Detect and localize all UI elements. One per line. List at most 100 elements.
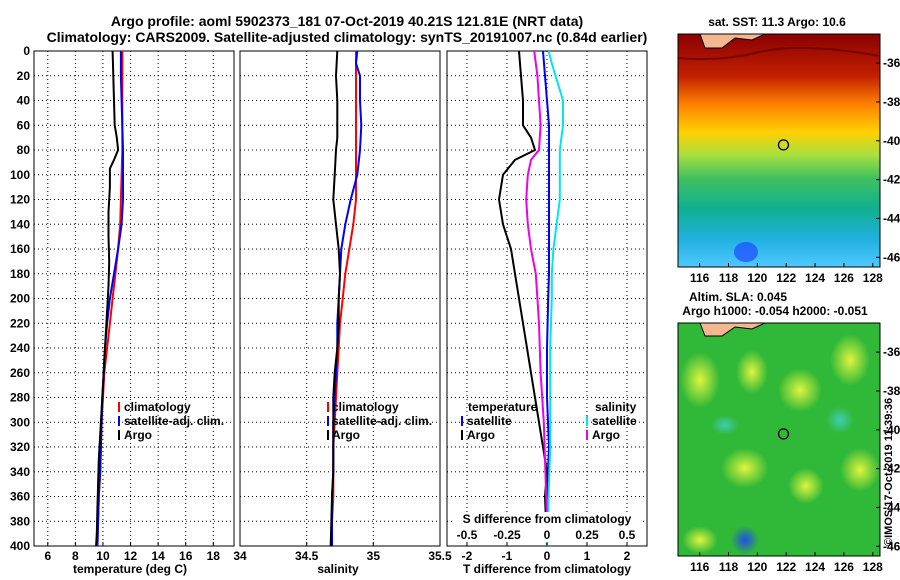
salinity-diff-tick-label: 0	[544, 528, 551, 542]
sla-low-blob	[731, 526, 759, 554]
sst-map-title: sat. SST: 11.3 Argo: 10.6	[708, 15, 846, 29]
legend-swatch-argo	[327, 430, 329, 440]
sla-high-blob	[778, 368, 822, 412]
legend-label-climatology: climatology	[124, 400, 191, 414]
difference-legend-salinity: salinity satellite Argo	[586, 400, 637, 442]
sla-high-blob	[840, 448, 880, 492]
temperature-legend: climatology satellite-adj. clim. Argo	[118, 400, 224, 442]
salinity-diff-tick-label: 0.5	[619, 528, 636, 542]
y-tick-label: 120	[10, 193, 30, 207]
x-tick-label: 0	[544, 549, 551, 563]
lon-tick-label: 120	[747, 560, 767, 574]
lon-tick-label: 128	[863, 271, 883, 285]
y-tick-label: 400	[10, 539, 30, 553]
y-tick-label: 160	[10, 242, 30, 256]
lon-tick-label: 118	[719, 560, 739, 574]
legend-label-climatology: climatology	[332, 400, 399, 414]
sla-high-blob	[682, 526, 718, 554]
salinity-profile-panel: 34 34.5 35 35.5 salinity climatology satell…	[233, 50, 452, 576]
x-tick-label: 1	[584, 549, 591, 563]
legend-swatch-satellite-adj	[118, 416, 120, 426]
sla-low-blob	[826, 406, 854, 434]
sst-map-frame	[677, 33, 881, 268]
lon-tick-label: 126	[834, 271, 854, 285]
imos-credit: ©IMOS 17-Oct-2019 11:39:36	[883, 398, 895, 546]
temperature-profile-panel: 6 8 10 12 14 16 18 0 20 40 60 80 100 120 140 160 180 200…	[10, 44, 235, 576]
salinity-legend: climatology satellite-adj. clim. Argo	[327, 400, 432, 442]
salinity-diff-x-ticks: -0.5 -0.25 0 0.25 0.5	[457, 528, 636, 542]
temperature-diff-x-ticks: -2 -1 0 1 2	[462, 542, 631, 563]
argo-float-marker	[777, 139, 790, 151]
lon-tick-label: 128	[863, 560, 883, 574]
x-tick-label: 14	[151, 549, 165, 563]
series-line-temperature-argo	[498, 50, 548, 547]
depth-y-ticks: 0 20 40 60 80 100 120 140 160 180 200 220 240 260 280 3…	[10, 44, 30, 553]
y-tick-label: 220	[10, 316, 30, 330]
salinity-diff-axis-box	[454, 512, 642, 543]
lon-tick-label: 116	[690, 560, 710, 574]
lat-tick-label: -46	[883, 539, 900, 553]
series-line-temperature-satellite	[542, 50, 550, 546]
lon-tick-label: 124	[805, 271, 825, 285]
x-tick-label: 2	[624, 549, 631, 563]
salinity-x-label: salinity	[317, 562, 359, 576]
y-tick-label: 60	[17, 118, 31, 132]
legend-label-temp-argo: Argo	[467, 428, 495, 442]
sla-map-panel: Altim. SLA: 0.045 Argo h1000: -0.054 h20…	[677, 290, 900, 574]
legend-swatch-sal-satellite	[586, 416, 588, 426]
x-tick-label: 34	[233, 549, 247, 563]
y-tick-label: 240	[10, 341, 30, 355]
sst-map-front	[677, 46, 881, 61]
legend-label-satellite-adj: satellite-adj. clim.	[124, 414, 224, 428]
y-tick-label: 180	[10, 267, 30, 281]
x-tick-label: 8	[72, 549, 79, 563]
temperature-lines	[95, 50, 124, 547]
difference-legend-temperature: temperature satellite Argo	[461, 400, 538, 442]
lat-tick-label: -46	[883, 250, 900, 264]
lat-tick-label: -36	[883, 345, 900, 359]
legend-swatch-temp-satellite	[461, 416, 463, 426]
y-tick-label: 100	[10, 168, 30, 182]
sla-high-blob	[788, 468, 824, 504]
legend-swatch-climatology	[327, 402, 329, 412]
legend-swatch-sal-argo	[586, 430, 588, 440]
x-tick-label: 35	[367, 549, 381, 563]
sla-map-latitude-ticks: -36 -38 -40 -42 -44 -46	[876, 345, 900, 553]
lon-tick-label: 122	[776, 560, 796, 574]
legend-swatch-climatology	[118, 402, 120, 412]
lat-tick-label: -36	[883, 56, 900, 70]
x-tick-label: -1	[502, 549, 513, 563]
y-tick-label: 80	[17, 143, 31, 157]
lat-tick-label: -40	[883, 134, 900, 148]
y-tick-label: 0	[23, 44, 30, 58]
legend-label-sal-argo: Argo	[592, 428, 620, 442]
lat-tick-label: -38	[883, 384, 900, 398]
temperature-diff-x-label: T difference from climatology	[463, 562, 631, 576]
y-tick-label: 200	[10, 292, 30, 306]
sla-map-subtitle: Argo h1000: -0.054 h2000: -0.051	[682, 304, 868, 318]
y-tick-label: 300	[10, 415, 30, 429]
sla-high-blob	[830, 334, 870, 386]
lon-tick-label: 118	[719, 271, 739, 285]
y-tick-label: 260	[10, 366, 30, 380]
y-tick-label: 280	[10, 391, 30, 405]
y-tick-label: 140	[10, 217, 30, 231]
legend-label-argo: Argo	[332, 428, 360, 442]
difference-lines	[498, 50, 564, 547]
salinity-lines	[329, 50, 363, 547]
sla-high-blob	[721, 448, 769, 488]
salinity-x-ticks: 34 34.5 35 35.5	[233, 542, 452, 563]
salinity-diff-tick-label: -0.25	[493, 528, 521, 542]
lon-tick-label: 124	[805, 560, 825, 574]
x-tick-label: 12	[124, 549, 138, 563]
lon-tick-label: 120	[747, 271, 767, 285]
figure-title-line1: Argo profile: aoml 5902373_181 07-Oct-20…	[111, 13, 583, 29]
figure-title-line2: Climatology: CARS2009. Satellite-adjuste…	[47, 29, 648, 45]
sst-map-cold-patch	[734, 242, 758, 262]
lat-tick-label: -40	[883, 423, 900, 437]
legend-label-argo: Argo	[124, 428, 152, 442]
sst-map-land	[678, 33, 766, 49]
sla-high-blob	[736, 350, 768, 394]
x-tick-label: -2	[462, 549, 473, 563]
